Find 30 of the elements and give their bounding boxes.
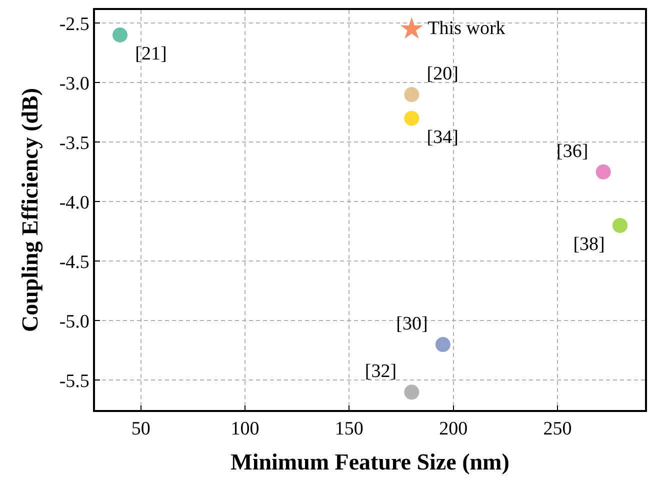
point (612, 218, 628, 233)
series-label: [38] (568, 234, 610, 256)
y-tick-label: -5.0 (59, 311, 90, 332)
point (596, 164, 611, 180)
x-tick-label: 200 (439, 418, 468, 440)
x-tick-label: 150 (334, 418, 364, 440)
series-label: [21] (130, 44, 172, 65)
series-label: [36] (552, 140, 593, 162)
series-label: [32] (360, 361, 402, 382)
series-label: [20] (422, 63, 464, 84)
x-axis-title: Minimum Feature Size (nm) (230, 450, 510, 475)
point (404, 110, 420, 126)
series-label: This work (423, 18, 510, 39)
point (404, 87, 420, 102)
y-tick-label: -3.5 (59, 132, 90, 154)
y-tick-label: -3.0 (59, 73, 90, 94)
y-axis-title: Coupling Efficiency (dB) (17, 88, 44, 332)
point (435, 337, 450, 352)
y-tick-label: -4.0 (59, 192, 90, 214)
series-label: [34] (422, 126, 464, 148)
x-tick-label: 50 (131, 418, 150, 440)
series-label: [30] (391, 313, 433, 334)
y-tick-label: -2.5 (59, 14, 90, 35)
point (400, 17, 423, 39)
x-tick-label: 100 (230, 418, 260, 440)
y-tick-label: -4.5 (59, 252, 90, 273)
y-tick-label: -5.5 (59, 370, 90, 392)
point (404, 384, 420, 400)
point (112, 28, 128, 42)
x-tick-label: 250 (543, 418, 572, 440)
